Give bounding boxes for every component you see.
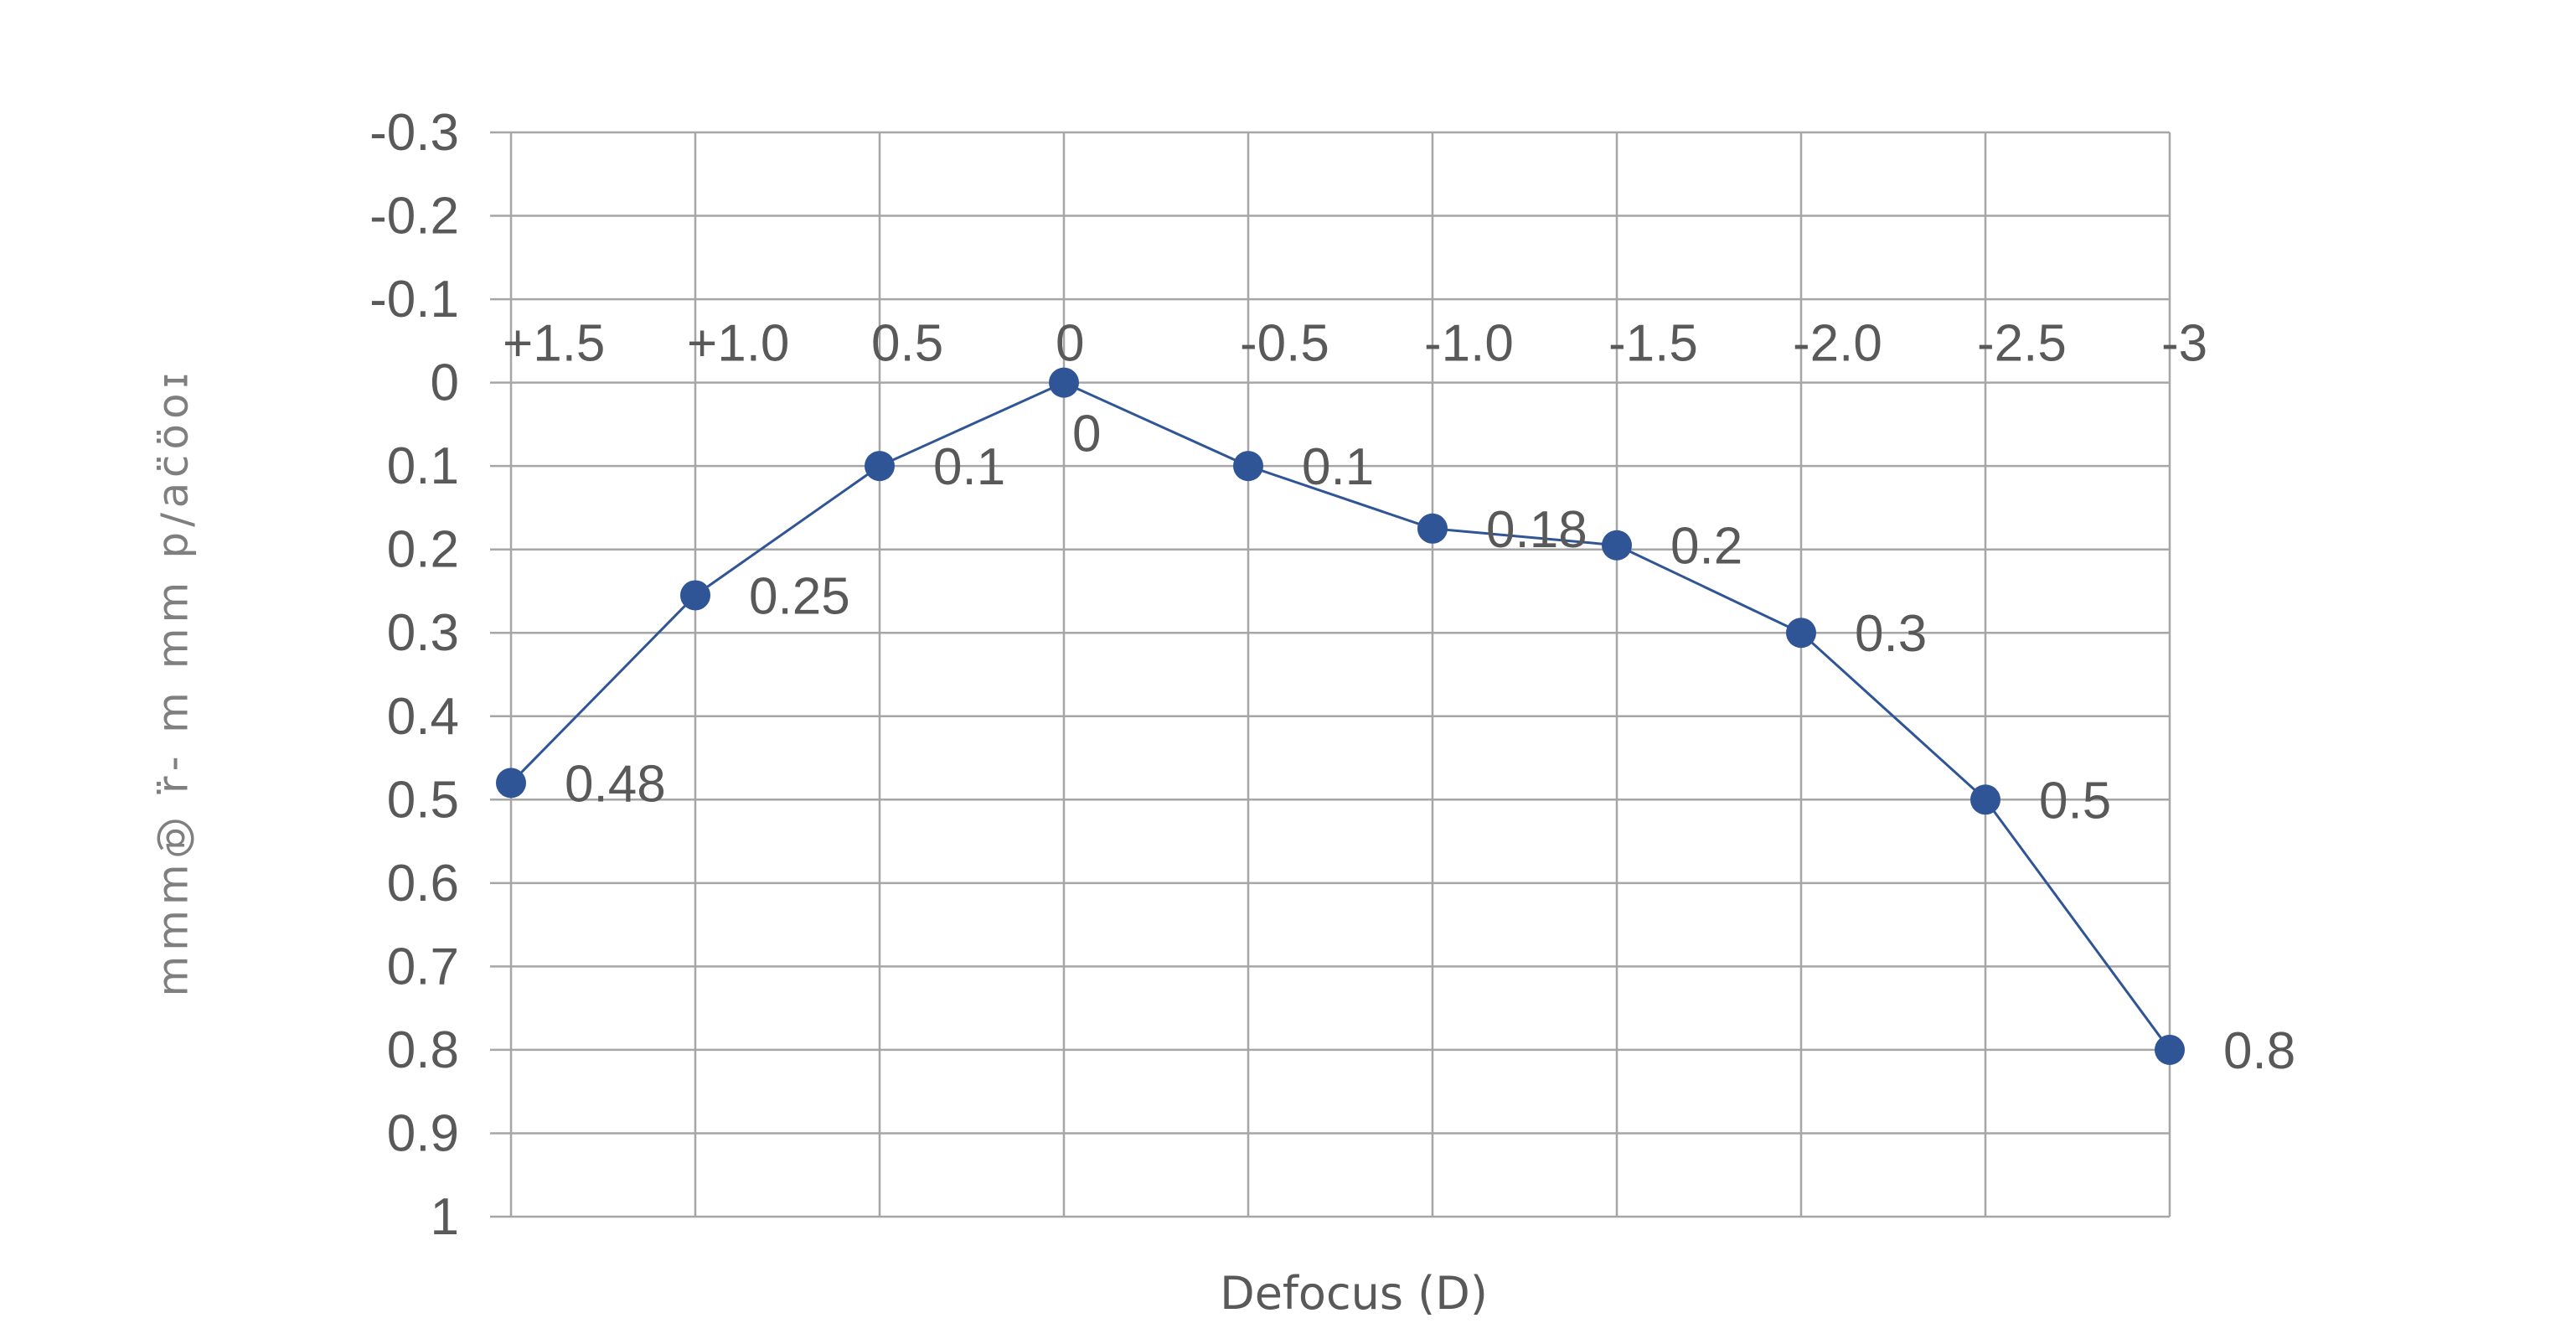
data-label: 0.1 [1302, 438, 1374, 496]
data-point-marker [680, 580, 710, 611]
y-tick-label: 0.3 [387, 604, 459, 662]
x-tick-label: +1.0 [687, 315, 789, 373]
y-tick-label: -0.2 [369, 188, 459, 246]
x-axis-tick-labels: +1.5 +1.0 0.5 0 -0.5 -1.0 -1.5 -2.0 -2.5 -3 [503, 315, 2207, 373]
data-label: 0.1 [933, 438, 1005, 496]
y-axis-tick-labels: -0.3 -0.2 -0.1 0 0.1 0.2 0.3 0.4 0.5 0.6 0.7 0.8 0.9… [369, 104, 459, 1246]
data-point-marker [1970, 784, 2000, 815]
x-tick-label: -2.0 [1793, 315, 1882, 373]
x-axis-title: Defocus (D) [1220, 1267, 1488, 1320]
data-label: 0.2 [1670, 518, 1742, 576]
data-label: 0.48 [565, 755, 666, 813]
data-label: 0.3 [1855, 605, 1927, 663]
x-tick-label: +1.5 [503, 315, 605, 373]
y-axis-title: ɪoo̤ɔ̤ɐ/d ɯɯ ɯ -ɹ̤ @ɯɯɯ [154, 373, 203, 1001]
y-tick-label: 0.6 [387, 855, 459, 912]
x-tick-label: 0 [1056, 315, 1084, 373]
y-tick-label: 0.9 [387, 1104, 459, 1162]
gridlines [490, 131, 2171, 1218]
series-layer [496, 367, 2185, 1065]
y-tick-label: -0.3 [369, 104, 459, 162]
y-tick-label: 0.4 [387, 688, 459, 746]
data-point-marker [865, 451, 895, 482]
data-point-marker [1786, 618, 1816, 649]
y-tick-label: 1 [431, 1188, 459, 1246]
data-label: 0.25 [749, 567, 850, 625]
x-tick-label: -0.5 [1240, 315, 1329, 373]
x-tick-label: -1.0 [1424, 315, 1514, 373]
y-tick-label: -0.1 [369, 271, 459, 328]
data-point-marker [496, 768, 526, 799]
data-point-marker [1049, 367, 1079, 398]
x-tick-label: -1.5 [1608, 315, 1698, 373]
y-tick-label: 0.1 [387, 437, 459, 495]
y-tick-label: 0.7 [387, 938, 459, 995]
data-label: 0 [1072, 406, 1101, 463]
data-labels: 0.48 0.25 0.1 0 0.1 0.18 0.2 0.3 0.5 0.8 [565, 406, 2295, 1080]
series-line [509, 380, 2171, 1051]
y-tick-label: 0.5 [387, 771, 459, 829]
y-tick-label: 0.8 [387, 1021, 459, 1079]
x-tick-label: -3 [2161, 315, 2207, 373]
data-point-marker [1233, 451, 1263, 482]
data-label: 0.8 [2223, 1022, 2295, 1080]
x-tick-label: 0.5 [871, 315, 943, 373]
data-label: 0.18 [1486, 501, 1587, 559]
y-tick-label: 0.2 [387, 521, 459, 579]
y-tick-label: 0 [431, 354, 459, 412]
data-point-marker [1602, 530, 1632, 561]
data-point-marker [2155, 1034, 2185, 1065]
x-tick-label: -2.5 [1977, 315, 2067, 373]
data-label: 0.5 [2039, 772, 2111, 830]
data-point-marker [1417, 513, 1448, 544]
